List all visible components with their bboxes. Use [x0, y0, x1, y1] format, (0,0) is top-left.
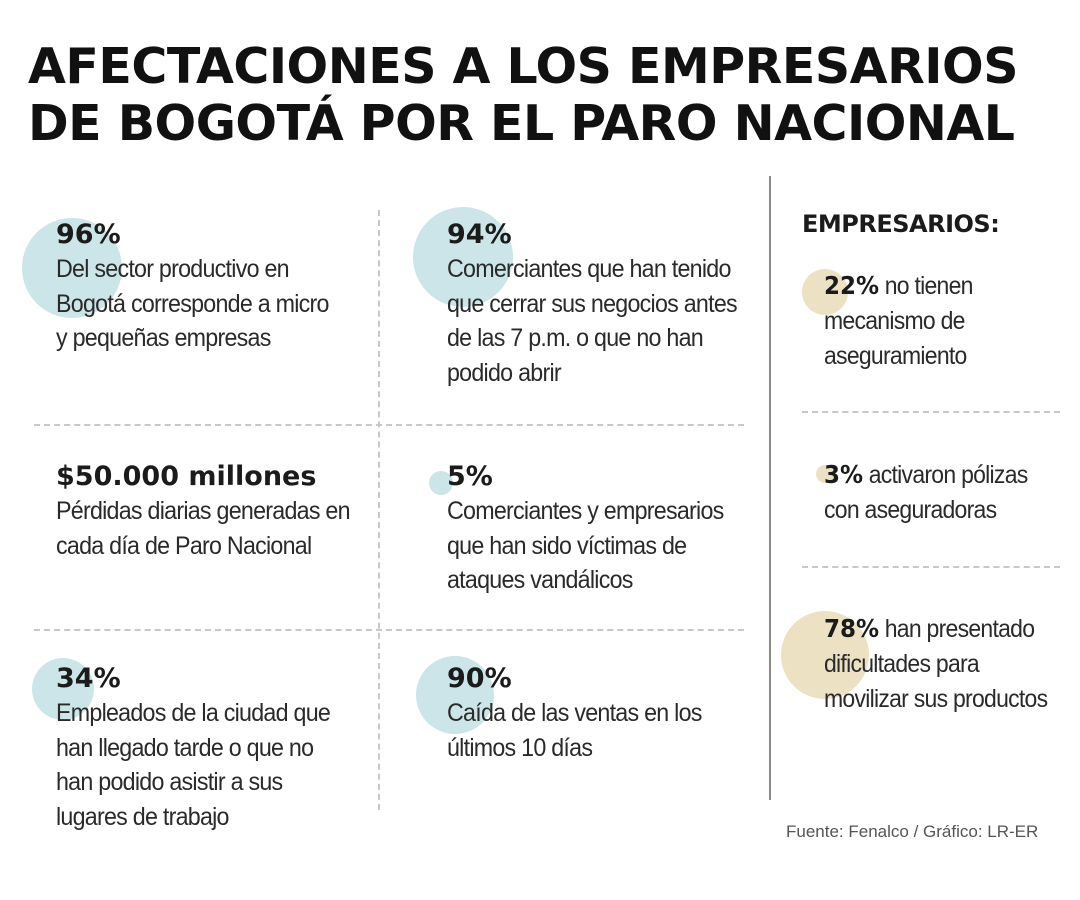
stat-desc-line: podido abrir — [447, 358, 562, 387]
stat-description: Pérdidas diarias generadas en cada día d… — [56, 494, 372, 563]
sidebar-item-text: 22% no tienen mecanismo de aseguramiento — [824, 268, 1072, 374]
stat-description: Comerciantes y empresarios que han sido … — [447, 494, 763, 598]
stat-desc-line: ataques vandálicos — [447, 566, 633, 594]
title-line-2: DE BOGOTÁ POR EL PARO NACIONAL — [28, 95, 1015, 152]
stat-block: 96% Del sector productivo en Bogotá corr… — [56, 218, 376, 356]
stat-value: $50.000 millones — [56, 461, 317, 492]
sidebar-item-value: 3% — [824, 460, 864, 489]
sidebar-heading: EMPRESARIOS: — [802, 210, 1000, 238]
source-credit: Fuente: Fenalco / Gráfico: LR-ER — [786, 822, 1039, 841]
sidebar-line: aseguramiento — [824, 342, 967, 370]
stat-value: 90% — [447, 663, 512, 694]
circle-decoration — [413, 207, 513, 307]
stat-desc-line: han podido asistir a sus — [56, 768, 283, 796]
divider-sidebar-dashed — [802, 411, 1060, 413]
stat-desc-line: lugares de trabajo — [56, 802, 229, 831]
sidebar-line: han presentado — [879, 615, 1035, 643]
divider-sidebar-dashed — [802, 566, 1060, 568]
sidebar-line: movilizar sus productos — [824, 685, 1048, 713]
stat-description: Del sector productivo en Bogotá correspo… — [56, 252, 372, 356]
stat-desc-line: que han sido víctimas de — [447, 531, 687, 560]
stat-desc-line: y pequeñas empresas — [56, 324, 271, 352]
divider-vertical-dashed — [378, 210, 380, 810]
divider-vertical-solid — [769, 176, 771, 800]
stat-desc-line: Pérdidas diarias generadas en — [56, 497, 351, 525]
stat-description: Empleados de la ciudad que han llegado t… — [56, 696, 372, 834]
circle-decoration — [416, 656, 494, 734]
stat-desc-line: Comerciantes y empresarios — [447, 497, 724, 525]
stat-desc-line: han llegado tarde o que no — [56, 733, 314, 762]
stat-desc-line: Bogotá corresponde a micro — [56, 289, 329, 318]
divider-horizontal-dashed — [34, 629, 744, 631]
stat-desc-line: Caída de las ventas en los — [447, 699, 702, 727]
sidebar-item-value: 22% — [824, 271, 880, 300]
stat-block: $50.000 millones Pérdidas diarias genera… — [56, 460, 376, 563]
stat-description: Caída de las ventas en los últimos 10 dí… — [447, 696, 763, 765]
sidebar-item-value: 78% — [824, 614, 880, 643]
divider-horizontal-dashed — [34, 424, 744, 426]
circle-decoration — [802, 269, 848, 315]
sidebar-item: 22% no tienen mecanismo de aseguramiento — [824, 268, 1074, 374]
circle-decoration — [22, 218, 122, 318]
stat-desc-line: cada día de Paro Nacional — [56, 531, 312, 560]
sidebar-line: activaron pólizas — [863, 461, 1029, 489]
sidebar-item-text: 78% han presentado dificultades para mov… — [824, 611, 1072, 717]
circle-decoration — [781, 611, 869, 699]
sidebar-line: con aseguradoras — [824, 496, 997, 524]
stat-block: 5% Comerciantes y empresarios que han si… — [447, 460, 767, 598]
stat-value: 5% — [447, 461, 493, 492]
sidebar-line: dificultades para — [824, 650, 980, 678]
stat-desc-line: Empleados de la ciudad que — [56, 699, 331, 727]
stat-desc-line: Comerciantes que han tenido — [447, 255, 731, 283]
sidebar-item: 3% activaron pólizas con aseguradoras — [824, 457, 1074, 528]
stat-value: 94% — [447, 219, 512, 250]
stat-description: Comerciantes que han tenido que cerrar s… — [447, 252, 763, 390]
sidebar-line: no tienen — [879, 272, 974, 300]
stat-value: 96% — [56, 219, 121, 250]
stat-desc-line: Del sector productivo en — [56, 255, 290, 283]
stat-desc-line: últimos 10 días — [447, 733, 593, 762]
stat-block: 90% Caída de las ventas en los últimos 1… — [447, 662, 767, 765]
circle-decoration — [429, 471, 453, 495]
stat-desc-line: que cerrar sus negocios antes — [447, 289, 738, 318]
sidebar-item: 78% han presentado dificultades para mov… — [824, 611, 1074, 717]
stat-block: 94% Comerciantes que han tenido que cerr… — [447, 218, 767, 390]
infographic-title: AFECTACIONES A LOS EMPRESARIOS DE BOGOTÁ… — [28, 38, 1058, 152]
circle-decoration — [32, 658, 94, 720]
title-line-1: AFECTACIONES A LOS EMPRESARIOS — [28, 38, 1018, 95]
stat-desc-line: de las 7 p.m. o que no han — [447, 324, 704, 352]
sidebar-item-text: 3% activaron pólizas con aseguradoras — [824, 457, 1072, 528]
circle-decoration — [816, 465, 834, 483]
sidebar-line: mecanismo de — [824, 307, 965, 335]
stat-block: 34% Empleados de la ciudad que han llega… — [56, 662, 376, 834]
stat-value: 34% — [56, 663, 121, 694]
